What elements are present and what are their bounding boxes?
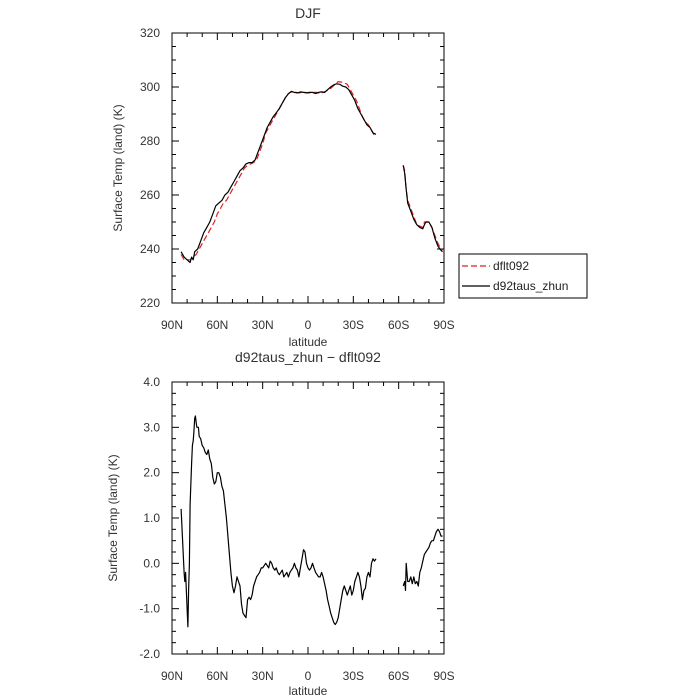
top-series-line-dflt092 (180, 80, 376, 261)
bottom-x-tick-label: 30N (252, 669, 274, 683)
legend: dflt092 d92taus_zhun (458, 253, 588, 299)
bottom-y-tick-label: 2.0 (143, 466, 160, 480)
top-ticks: 90N 60N 30N 0 30S 60S 90S 220 240 260 280 300 320 (140, 26, 455, 332)
bottom-y-tick-label: 1.0 (143, 511, 160, 525)
bottom-ticks: 90N 60N 30N 0 30S 60S 90S -2.0 -1.0 0.0 1.0 2.0 3.0 4… (139, 375, 454, 683)
top-x-tick-label: 30S (343, 318, 364, 332)
bottom-x-axis-label: latitude (289, 684, 328, 698)
bottom-x-tick-label: 90S (433, 669, 454, 683)
bottom-series-line-difference (180, 415, 377, 628)
bottom-chart: d92taus_zhun − dflt092 90N 60N 30N 0 30S 60S 9… (106, 349, 455, 698)
top-series-lines (180, 80, 443, 264)
bottom-y-tick-label: 0.0 (143, 556, 160, 570)
bottom-y-tick-label: -1.0 (139, 602, 160, 616)
top-x-tick-label: 30N (252, 318, 274, 332)
top-x-tick-label: 90N (161, 318, 183, 332)
top-y-axis-label: Surface Temp (land) (K) (111, 104, 125, 231)
top-x-tick-label: 60S (388, 318, 409, 332)
bottom-series-lines (180, 415, 443, 628)
top-y-tick-label: 220 (140, 296, 160, 310)
bottom-x-tick-label: 60S (388, 669, 409, 683)
bottom-y-tick-label: -2.0 (139, 647, 160, 661)
bottom-y-tick-label: 3.0 (143, 420, 160, 434)
bottom-y-axis-label: Surface Temp (land) (K) (106, 454, 120, 581)
top-x-axis-label: latitude (289, 335, 328, 349)
top-x-tick-label: 90S (433, 318, 454, 332)
top-series-line-d92taus-zhun (402, 165, 443, 253)
bottom-y-tick-label: 4.0 (143, 375, 160, 389)
top-y-tick-label: 240 (140, 242, 160, 256)
top-chart: DJF 90N 60N 30N 0 30S 60S 90S 220 240 260 280 300 32… (111, 5, 588, 349)
top-y-tick-label: 320 (140, 26, 160, 40)
top-y-tick-label: 300 (140, 80, 160, 94)
bottom-x-tick-label: 30S (343, 669, 364, 683)
bottom-chart-title: d92taus_zhun − dflt092 (235, 349, 381, 365)
legend-label-dflt092: dflt092 (493, 259, 529, 273)
bottom-plot-frame (171, 381, 445, 655)
bottom-x-tick-label: 60N (206, 669, 228, 683)
top-y-tick-label: 260 (140, 188, 160, 202)
top-series-line-d92taus-zhun (180, 83, 377, 264)
top-x-tick-label: 60N (206, 318, 228, 332)
bottom-series-line-difference (402, 528, 443, 592)
top-y-tick-label: 280 (140, 134, 160, 148)
top-x-tick-label: 0 (305, 318, 312, 332)
legend-label-d92taus-zhun: d92taus_zhun (493, 279, 568, 293)
bottom-x-tick-label: 0 (305, 669, 312, 683)
top-chart-title: DJF (295, 5, 321, 21)
legend-box (458, 253, 588, 299)
bottom-x-tick-label: 90N (161, 669, 183, 683)
